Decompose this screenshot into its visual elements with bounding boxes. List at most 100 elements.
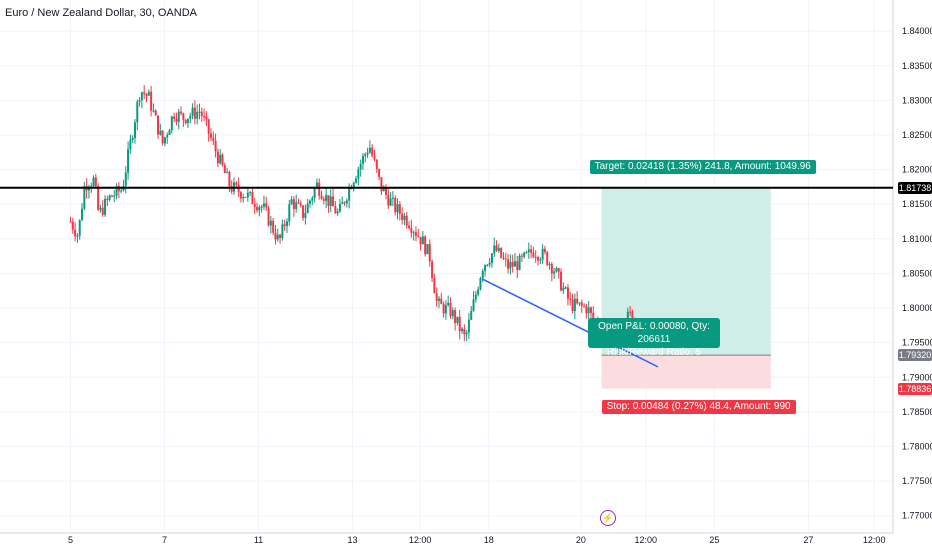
event-bolt-icon[interactable]: ⚡ (600, 510, 616, 526)
candle-body (387, 194, 390, 206)
candle-body (585, 306, 588, 314)
candle-body (405, 215, 408, 226)
candle-body (550, 264, 553, 274)
candle-body (129, 139, 132, 150)
candle-body (357, 169, 360, 179)
candle-body (223, 165, 226, 173)
candle-body (292, 199, 295, 210)
y-tick-label: 1.82000 (902, 165, 932, 175)
candle-body (389, 198, 392, 206)
candle-body (557, 268, 560, 272)
candle-body (490, 253, 493, 263)
candle-body (83, 186, 86, 209)
candle-body (449, 302, 452, 317)
x-tick-label: 5 (68, 535, 73, 545)
candle-body (205, 116, 208, 120)
candle-body (481, 270, 484, 279)
candle-body (81, 208, 84, 220)
stop-zone (601, 355, 771, 389)
candle-body (345, 200, 348, 204)
candle-body (592, 312, 595, 320)
candle-body (401, 213, 404, 220)
candle-body (414, 232, 417, 236)
candle-body (69, 221, 72, 223)
candle-body (311, 197, 314, 201)
candle-body (108, 195, 111, 200)
candle-body (221, 154, 224, 166)
candle-body (193, 107, 196, 119)
candle-body (329, 196, 332, 206)
y-tick-label: 1.80000 (902, 303, 932, 313)
candle-body (451, 310, 454, 317)
candle-body (440, 298, 443, 305)
candle-body (209, 133, 212, 138)
candle-body (375, 159, 378, 170)
candle-body (629, 311, 632, 313)
candle-body (87, 188, 90, 191)
candle-body (327, 195, 330, 206)
candle-body (500, 247, 503, 258)
candle-body (433, 277, 436, 294)
candle-body (152, 110, 155, 112)
candle-body (493, 245, 496, 254)
candle-body (566, 287, 569, 299)
candle-body (200, 111, 203, 117)
y-tick-label: 1.81000 (902, 234, 932, 244)
risk-reward-label: Risk/Reward Ratio: 5 (607, 347, 701, 358)
candle-body (191, 107, 194, 116)
candle-body (92, 177, 95, 187)
candle-body (410, 227, 413, 233)
candle-body (274, 232, 277, 240)
candle-body (513, 261, 516, 267)
open-pnl-label: Open P&L: 0.00080, Qty: 206611 (598, 321, 710, 345)
candle-body (161, 130, 164, 144)
candle-body (256, 207, 259, 211)
candle-body (212, 137, 215, 141)
candle-body (421, 236, 424, 245)
candle-body (239, 192, 242, 199)
candle-body (548, 264, 551, 266)
candle-body (131, 138, 134, 140)
candle-body (479, 278, 482, 290)
price-tag: 1.78836 (898, 382, 932, 395)
y-tick-label: 1.83000 (902, 95, 932, 105)
candle-body (177, 111, 180, 122)
y-tick-label: 1.82500 (902, 130, 932, 140)
x-tick-label: 7 (162, 535, 167, 545)
y-tick-label: 1.77000 (902, 511, 932, 521)
candle-body (373, 155, 376, 160)
candle-body (564, 287, 567, 289)
candle-body (525, 252, 528, 254)
candle-body (424, 236, 427, 255)
candle-body (380, 177, 383, 192)
candle-body (207, 119, 210, 134)
candle-body (166, 134, 169, 138)
candle-body (368, 147, 371, 153)
stop-label: Stop: 0.00484 (0.27%) 48.4, Amount: 990 (601, 399, 796, 414)
candle-body (336, 211, 339, 214)
candle-body (571, 299, 574, 312)
candle-body (182, 113, 185, 120)
candle-body (583, 305, 586, 307)
candle-body (306, 203, 309, 213)
candle-body (412, 232, 415, 234)
candle-body (631, 311, 634, 323)
candle-body (523, 252, 526, 257)
candle-body (532, 252, 535, 257)
x-tick-label: 25 (709, 535, 719, 545)
candle-body (285, 221, 288, 227)
candle-body (555, 268, 558, 272)
candle-body (214, 140, 217, 152)
candle-body (120, 190, 123, 192)
candle-body (553, 271, 556, 274)
candle-body (403, 215, 406, 220)
candle-body (511, 261, 514, 267)
candle-body (136, 101, 139, 123)
candle-body (269, 220, 272, 226)
candle-body (537, 257, 540, 261)
candle-body (76, 235, 79, 237)
candle-body (474, 294, 477, 300)
y-tick-label: 1.79500 (902, 338, 932, 348)
price-tag: 1.79320 (898, 349, 932, 362)
